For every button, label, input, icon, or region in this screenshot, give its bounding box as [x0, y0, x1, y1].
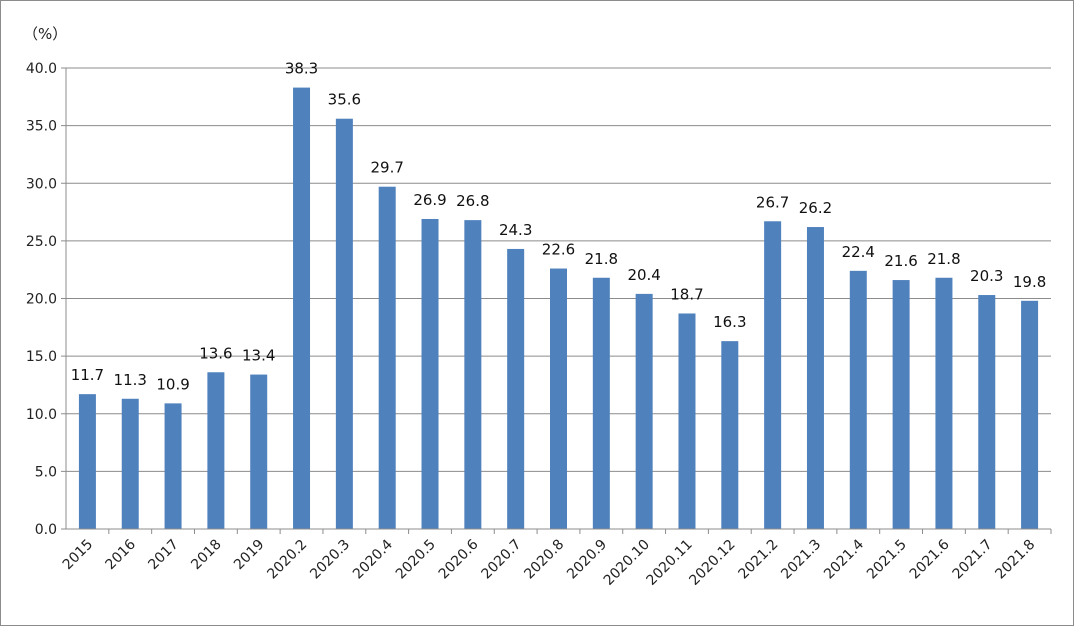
- x-tick-label: 2020.12: [686, 537, 738, 589]
- data-label: 26.2: [799, 199, 832, 217]
- y-tick-label: 5.0: [35, 464, 57, 480]
- data-label: 35.6: [328, 91, 361, 109]
- x-tick-label: 2015: [60, 537, 97, 574]
- data-label: 26.9: [413, 191, 446, 209]
- data-label: 11.3: [114, 371, 147, 389]
- data-label: 21.6: [884, 252, 917, 270]
- bar: [764, 221, 782, 529]
- y-tick-label: 20.0: [26, 292, 57, 308]
- bar: [78, 394, 96, 529]
- x-tick-label: 2020.5: [393, 537, 439, 583]
- data-label: 21.8: [927, 250, 960, 268]
- x-tick-label: 2016: [103, 536, 140, 573]
- x-tick-label: 2021.4: [821, 536, 867, 582]
- bar: [978, 295, 996, 529]
- y-tick-label: 25.0: [26, 234, 57, 250]
- data-label: 20.3: [970, 267, 1003, 285]
- y-tick-label: 35.0: [26, 119, 57, 135]
- bar: [293, 87, 311, 529]
- bar: [678, 313, 696, 529]
- bar: [335, 118, 353, 530]
- data-label: 22.6: [542, 241, 575, 259]
- bar: [164, 403, 182, 529]
- x-tick-label: 2021.8: [992, 537, 1038, 583]
- x-tick-label: 2018: [188, 537, 225, 574]
- x-tick-label: 2020.8: [521, 537, 567, 583]
- data-label: 16.3: [713, 313, 746, 331]
- bar: [378, 186, 396, 529]
- y-tick-label: 10.0: [26, 407, 57, 423]
- x-tick-label: 2021.6: [907, 536, 953, 582]
- data-label: 26.7: [756, 193, 789, 211]
- data-label: 22.4: [842, 243, 875, 261]
- bar: [250, 374, 268, 529]
- y-unit-label: （%）: [23, 25, 68, 43]
- data-label: 13.4: [242, 347, 275, 365]
- x-tick-label: 2021.7: [950, 537, 996, 583]
- data-label: 26.8: [456, 192, 489, 210]
- y-tick-label: 30.0: [26, 176, 57, 192]
- y-tick-label: 15.0: [26, 349, 57, 365]
- data-label: 29.7: [370, 159, 403, 177]
- y-tick-label: 0.0: [35, 522, 57, 538]
- x-tick-label: 2019: [231, 537, 268, 574]
- x-tick-label: 2020.4: [350, 536, 396, 582]
- data-label: 10.9: [156, 375, 189, 393]
- data-label: 38.3: [285, 60, 318, 78]
- data-label: 11.7: [71, 366, 104, 384]
- bar: [721, 341, 739, 529]
- bar: [550, 268, 567, 529]
- data-label: 18.7: [670, 285, 703, 303]
- bar: [806, 227, 824, 530]
- x-tick-label: 2020.10: [601, 537, 653, 589]
- bar: [892, 280, 910, 529]
- bar: [592, 277, 610, 529]
- bar: [935, 277, 953, 529]
- x-tick-label: 2020.11: [644, 537, 696, 589]
- bar: [507, 248, 525, 529]
- data-label: 24.3: [499, 221, 532, 239]
- x-tick-label: 2020.6: [436, 536, 482, 582]
- bar: [1021, 300, 1039, 529]
- data-label: 20.4: [627, 266, 660, 284]
- bar: [464, 220, 482, 529]
- x-tick-label: 2021.3: [778, 537, 824, 583]
- x-tick-label: 2020.7: [479, 537, 525, 583]
- data-label: 19.8: [1013, 273, 1046, 291]
- x-tick-label: 2020.2: [264, 537, 310, 583]
- x-tick-label: 2021.2: [735, 537, 781, 583]
- bar: [421, 218, 439, 530]
- data-label: 21.8: [585, 250, 618, 268]
- bar: [207, 372, 225, 529]
- data-label: 13.6: [199, 344, 232, 362]
- bar: [121, 398, 139, 529]
- bar: [635, 293, 653, 529]
- y-tick-label: 40.0: [26, 61, 57, 77]
- x-tick-label: 2020.3: [307, 537, 353, 583]
- x-tick-label: 2017: [145, 537, 182, 574]
- bar: [849, 270, 867, 529]
- x-tick-label: 2021.5: [864, 537, 910, 583]
